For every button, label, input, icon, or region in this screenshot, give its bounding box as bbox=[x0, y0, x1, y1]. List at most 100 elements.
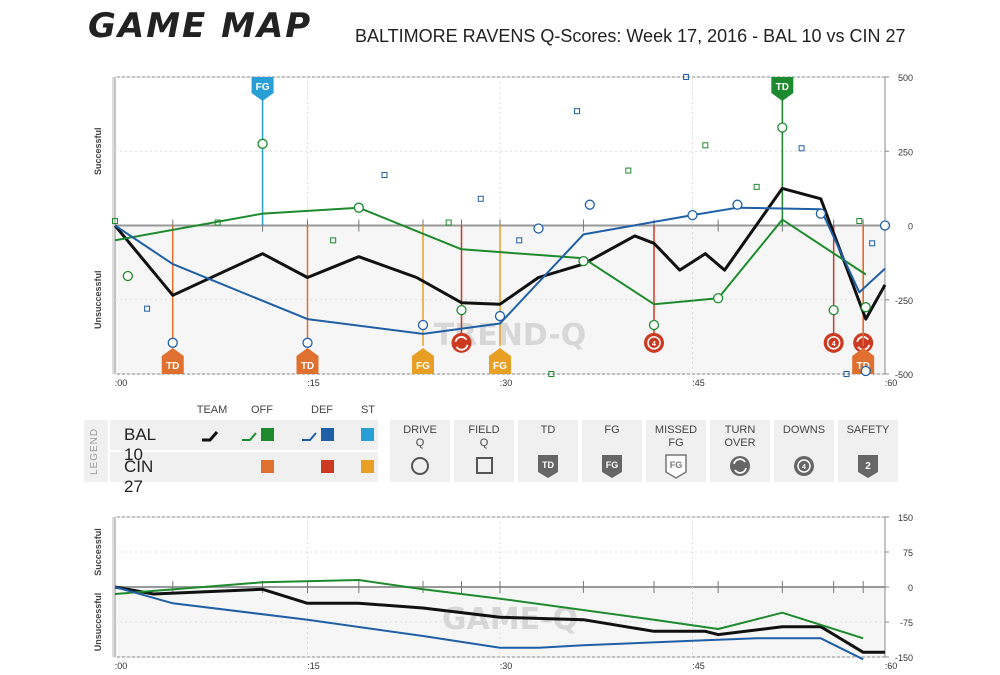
legend-header-def: DEF bbox=[311, 404, 333, 416]
field-q-marker bbox=[112, 218, 118, 225]
legend-symbol-field-q bbox=[454, 420, 514, 482]
legend-missed-fg-label-1: MISSED bbox=[654, 424, 698, 436]
drive-q-marker bbox=[860, 302, 871, 313]
legend-missed-fg-label-2: FG bbox=[668, 437, 684, 449]
legend-turnover-label-2: OVER bbox=[724, 437, 756, 449]
legend-header-team: TEAM bbox=[196, 404, 228, 416]
drive-q-marker bbox=[456, 304, 467, 316]
legend-safety-label: SAFETY bbox=[846, 424, 890, 436]
y-tick-label: 150 bbox=[898, 513, 913, 523]
drive-q-marker bbox=[533, 223, 544, 234]
td-badge-icon: TD bbox=[538, 455, 558, 478]
event-badge-fg: FG bbox=[489, 348, 511, 374]
missed-fg-badge-icon: FG bbox=[665, 454, 687, 479]
drive-q-marker bbox=[578, 255, 589, 267]
event-badge-shape bbox=[296, 348, 319, 374]
x-tick-label: :15 bbox=[307, 661, 320, 671]
bal-off-line-swatch bbox=[242, 432, 257, 441]
legend-symbol-drive-q bbox=[390, 420, 450, 482]
event-badge-fg: FG bbox=[251, 77, 274, 101]
series-line-bal-def bbox=[114, 586, 864, 661]
series-line-bal-off bbox=[114, 579, 864, 640]
series-line-team bbox=[114, 585, 885, 654]
drive-q-marker bbox=[648, 319, 660, 331]
legend-td-label: TD bbox=[540, 424, 556, 436]
event-badge-shape bbox=[489, 348, 511, 374]
drive-q-marker bbox=[167, 337, 178, 348]
game-q-chart: 150 75 0 -75 -150:00:15:30:45:60 Successful Un… bbox=[93, 513, 913, 671]
legend-turnover-label-1: TURN bbox=[724, 424, 756, 436]
event-icon-downs: 4 bbox=[644, 332, 664, 353]
event-badge-label: FG bbox=[416, 361, 430, 372]
event-badge-shape bbox=[251, 77, 274, 101]
event-badge-td: TD bbox=[771, 77, 794, 101]
field-q-marker bbox=[856, 218, 863, 225]
drive-q-marker bbox=[828, 304, 839, 316]
legend-fg-label: FG bbox=[604, 424, 620, 436]
x-tick-label: :00 bbox=[115, 378, 128, 388]
x-tick-label: :45 bbox=[692, 661, 705, 671]
cin-def-square bbox=[321, 460, 334, 473]
legend-downs-label: DOWNS bbox=[782, 424, 826, 436]
legend-swatches bbox=[202, 428, 374, 473]
drive-q-marker bbox=[494, 310, 506, 322]
fg-badge-icon: FG bbox=[602, 455, 622, 478]
bal-off-square bbox=[261, 428, 274, 441]
field-q-marker bbox=[753, 183, 760, 190]
team-name-cin: CIN 27 bbox=[124, 457, 154, 496]
y-label-successful: Successful bbox=[93, 528, 103, 576]
drive-q-marker bbox=[713, 293, 724, 304]
event-badge-label: TD bbox=[857, 361, 870, 372]
x-tick-label: :15 bbox=[307, 378, 320, 388]
drive-q-marker bbox=[257, 138, 268, 149]
downs-number: 4 bbox=[832, 341, 836, 348]
y-tick-label: 500 bbox=[898, 73, 913, 83]
missed-fg-badge-text: FG bbox=[670, 460, 683, 470]
field-q-marker bbox=[516, 237, 523, 244]
drive-q-marker bbox=[302, 337, 313, 348]
cin-st-square bbox=[361, 460, 374, 473]
td-badge-text: TD bbox=[542, 460, 554, 470]
team-name-bal: BAL 10 bbox=[124, 425, 156, 464]
bal-def-square bbox=[321, 428, 334, 441]
downs-ring bbox=[826, 336, 841, 350]
drive-q-marker bbox=[860, 365, 871, 377]
drive-q-marker bbox=[879, 220, 891, 231]
x-tick-label: :00 bbox=[115, 661, 128, 671]
safety-badge-icon: 2 bbox=[858, 455, 878, 478]
downs-icon: 4 bbox=[794, 456, 814, 476]
event-badge-td: TD bbox=[161, 348, 184, 374]
field-q-marker bbox=[330, 237, 337, 244]
event-badge-fg: FG bbox=[412, 348, 434, 374]
x-tick-label: :30 bbox=[500, 378, 513, 388]
event-badge-label: TD bbox=[166, 361, 179, 372]
legend-drive-q-label-1: DRIVE bbox=[403, 424, 437, 436]
bal-def-line-swatch bbox=[302, 432, 317, 441]
event-badge-shape bbox=[412, 348, 434, 374]
drive-q-marker bbox=[687, 209, 698, 221]
event-badge-shape bbox=[161, 348, 184, 374]
event-icon-turnover bbox=[451, 332, 472, 353]
y-tick-label: -75 bbox=[900, 618, 913, 628]
y-tick-label: 250 bbox=[898, 147, 913, 157]
event-icon-downs: 4 bbox=[823, 332, 844, 353]
event-badge-shape bbox=[771, 77, 794, 101]
downs-number: 4 bbox=[652, 341, 656, 348]
circle-icon bbox=[411, 457, 429, 475]
event-badge-label: TD bbox=[301, 361, 314, 372]
series-line-bal-def bbox=[114, 206, 886, 335]
legend-drive-q-label-2: Q bbox=[415, 437, 425, 449]
event-badge-label: FG bbox=[493, 361, 507, 372]
x-tick-label: :30 bbox=[500, 661, 513, 671]
game-map-logo: GAME MAP bbox=[88, 6, 313, 46]
field-q-marker bbox=[548, 371, 555, 377]
legend-field-q-label-2: Q bbox=[479, 437, 489, 449]
y-tick-label: -250 bbox=[895, 296, 913, 306]
fg-badge-text: FG bbox=[606, 460, 619, 470]
turnover-arrows bbox=[454, 336, 469, 351]
drive-q-marker bbox=[353, 202, 364, 213]
downs-ring bbox=[647, 336, 661, 350]
field-q-marker bbox=[798, 145, 805, 152]
x-tick-label: :60 bbox=[885, 661, 898, 671]
y-tick-label: 0 bbox=[908, 222, 913, 232]
